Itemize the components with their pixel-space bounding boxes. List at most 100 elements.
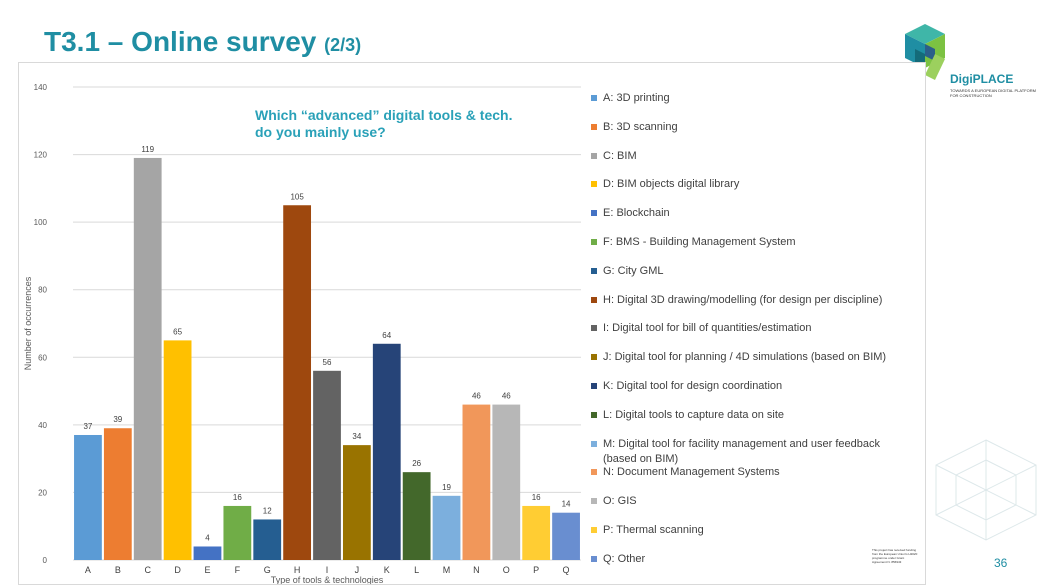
legend-item: M: Digital tool for facility management … xyxy=(591,437,911,467)
data-label: 64 xyxy=(382,331,391,340)
legend-item: K: Digital tool for design coordination xyxy=(591,379,911,394)
data-label: 65 xyxy=(173,327,182,336)
data-label: 46 xyxy=(472,392,481,401)
legend-label: O: GIS xyxy=(603,495,637,508)
page-number: 36 xyxy=(994,556,1008,570)
digiplace-logo: DigiPLACE TOWARDS A EUROPEAN DIGITAL PLA… xyxy=(900,20,1040,110)
legend-item: P: Thermal scanning xyxy=(591,523,911,538)
legend-label: F: BMS - Building Management System xyxy=(603,236,796,248)
logo-tagline: TOWARDS A EUROPEAN DIGITAL PLATFORM FOR … xyxy=(950,88,1036,98)
funding-note: This project has received funding from t… xyxy=(872,548,918,564)
legend-label: L: Digital tools to capture data on site xyxy=(603,408,784,421)
bar-h xyxy=(283,205,312,560)
legend-label: J: Digital tool for planning / 4D simula… xyxy=(603,351,887,364)
legend-label: B: 3D scanning xyxy=(603,120,678,133)
legend-swatch xyxy=(591,440,597,447)
legend-label: N: Document Management Systems xyxy=(603,466,780,479)
x-tick-label: K xyxy=(384,565,390,575)
legend-label: Q: Other xyxy=(603,552,646,565)
legend-swatch xyxy=(591,325,597,332)
y-tick-label: 0 xyxy=(43,556,48,565)
legend-swatch xyxy=(591,267,597,274)
data-label: 37 xyxy=(83,422,92,431)
x-tick-label: P xyxy=(533,565,539,575)
x-axis-label: Type of tools & technologies xyxy=(271,575,384,584)
data-label: 46 xyxy=(502,392,511,401)
x-tick-label: A xyxy=(85,565,91,575)
x-tick-label: E xyxy=(204,565,210,575)
x-tick-label: O xyxy=(503,565,510,575)
y-axis-label: Number of occurrences xyxy=(23,276,33,370)
bar-j xyxy=(342,445,371,560)
legend-label: P: Thermal scanning xyxy=(603,524,704,536)
x-tick-label: D xyxy=(174,565,181,575)
legend-swatch xyxy=(591,527,597,533)
bar-p xyxy=(522,505,551,560)
legend-label: E: Blockchain xyxy=(603,207,670,220)
legend-item: N: Document Management Systems xyxy=(591,465,911,480)
y-tick-label: 140 xyxy=(34,83,48,92)
bar-k xyxy=(372,343,401,560)
bar-g xyxy=(253,519,282,560)
legend-item: A: 3D printing xyxy=(591,91,911,106)
data-label: 16 xyxy=(233,493,242,502)
slide-title: T3.1 – Online survey (2/3) xyxy=(44,26,362,57)
bar-l xyxy=(402,472,431,560)
legend-label: K: Digital tool for design coordination xyxy=(603,380,783,392)
bar-c xyxy=(133,157,162,560)
y-tick-label: 100 xyxy=(34,218,48,227)
legend-item: B: 3D scanning xyxy=(591,120,911,135)
legend-item: O: GIS xyxy=(591,494,911,509)
bar-chart: 0 20 40 60 80 100 120 140 37 A 39 B 119 C 65 D 4 E 16 F 12 G 1… xyxy=(23,83,581,584)
legend-swatch xyxy=(591,181,597,188)
bar-o xyxy=(492,404,521,560)
x-tick-label: L xyxy=(414,565,419,575)
x-tick-label: J xyxy=(355,565,360,575)
legend-item: F: BMS - Building Management System xyxy=(591,235,911,250)
logo-name: DigiPLACE xyxy=(950,72,1014,86)
y-tick-label: 120 xyxy=(34,151,48,160)
chart-frame: 0 20 40 60 80 100 120 140 37 A 39 B 119 C 65 D 4 E 16 F 12 G 1… xyxy=(18,62,926,585)
legend-item: H: Digital 3D drawing/modelling (for des… xyxy=(591,293,911,308)
data-label: 19 xyxy=(442,483,451,492)
decorative-lines xyxy=(935,439,1037,541)
data-label: 4 xyxy=(205,533,210,542)
data-label: 12 xyxy=(263,506,272,515)
y-tick-label: 80 xyxy=(38,286,47,295)
legend-item: D: BIM objects digital library xyxy=(591,177,911,192)
legend-label: C: BIM xyxy=(603,149,637,162)
y-tick-label: 60 xyxy=(38,353,47,362)
data-label: 16 xyxy=(532,493,541,502)
data-label: 26 xyxy=(412,459,421,468)
legend-label: H: Digital 3D drawing/modelling (for des… xyxy=(603,293,883,306)
legend-swatch xyxy=(591,555,597,562)
x-tick-label: F xyxy=(235,565,241,575)
bar-i xyxy=(313,370,341,560)
legend-swatch xyxy=(591,210,597,217)
legend-item: E: Blockchain xyxy=(591,206,911,221)
x-tick-label: B xyxy=(115,565,121,575)
legend-swatch xyxy=(591,498,597,505)
legend-label: D: BIM objects digital library xyxy=(603,178,740,191)
legend-item: J: Digital tool for planning / 4D simula… xyxy=(591,350,911,365)
x-tick-label: Q xyxy=(563,565,570,575)
legend-item: C: BIM xyxy=(591,149,911,164)
x-tick-label: G xyxy=(264,565,271,575)
bar-b xyxy=(103,428,132,560)
x-tick-label: M xyxy=(443,565,451,575)
bar-e xyxy=(193,546,222,560)
legend-item: L: Digital tools to capture data on site xyxy=(591,408,911,423)
bar-n xyxy=(462,404,491,560)
bar-d xyxy=(163,340,192,560)
legend-swatch xyxy=(591,354,597,361)
x-tick-label: C xyxy=(144,565,151,575)
data-label: 119 xyxy=(141,145,154,154)
x-tick-label: H xyxy=(294,565,301,575)
data-label: 39 xyxy=(113,415,122,424)
chart-question: Which “advanced” digital tools & tech. d… xyxy=(255,107,513,140)
legend-item: I: Digital tool for bill of quantities/e… xyxy=(591,321,911,336)
bar-a xyxy=(74,434,102,560)
slide-title-suffix: (2/3) xyxy=(324,35,362,55)
legend-label: I: Digital tool for bill of quantities/e… xyxy=(603,322,812,335)
legend-swatch xyxy=(591,123,597,130)
